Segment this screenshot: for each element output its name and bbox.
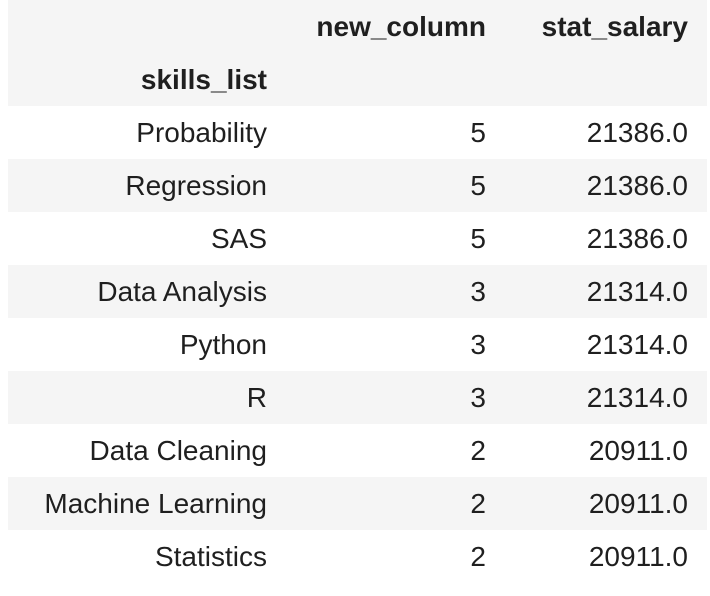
cell-new-column: 5	[470, 116, 486, 148]
cell-new-column: 2	[470, 487, 486, 519]
row-index-label: Regression	[125, 169, 267, 201]
row-index-label: Probability	[136, 116, 267, 148]
index-name-empty-cell	[505, 53, 707, 106]
column-header-new-column: new_column	[316, 10, 486, 42]
row-index-label: Machine Learning	[44, 487, 267, 519]
cell-stat-salary: 21386.0	[586, 222, 688, 254]
table-row: Data Analysis 3 21314.0	[8, 265, 707, 318]
cell-new-column: 5	[470, 222, 486, 254]
table-row: Regression 5 21386.0	[8, 159, 707, 212]
index-name-row: skills_list	[8, 53, 707, 106]
cell-stat-salary: 20911.0	[588, 487, 688, 519]
cell-stat-salary: 21314.0	[586, 328, 688, 360]
dataframe-table: new_column stat_salary skills_list Proba…	[8, 0, 707, 583]
table-row: Python 3 21314.0	[8, 318, 707, 371]
row-index-label: R	[246, 381, 267, 413]
table-body: Probability 5 21386.0 Regression 5 21386.0 SAS…	[8, 106, 707, 583]
table-header: new_column stat_salary skills_list	[8, 0, 707, 106]
cell-new-column: 2	[470, 434, 486, 466]
row-index-label: Statistics	[154, 540, 267, 572]
table-row: Machine Learning 2 20911.0	[8, 477, 707, 530]
cell-stat-salary: 21386.0	[586, 169, 688, 201]
table-row: Statistics 2 20911.0	[8, 530, 707, 583]
table-row: R 3 21314.0	[8, 371, 707, 424]
row-index-label: Data Analysis	[97, 275, 267, 307]
cell-new-column: 3	[470, 328, 486, 360]
table-row: Data Cleaning 2 20911.0	[8, 424, 707, 477]
row-index-label: SAS	[210, 222, 267, 254]
cell-new-column: 3	[470, 381, 486, 413]
cell-stat-salary: 20911.0	[588, 540, 688, 572]
header-corner-cell	[8, 0, 286, 53]
cell-new-column: 5	[470, 169, 486, 201]
row-index-label: Data Cleaning	[89, 434, 267, 466]
index-name-header: skills_list	[140, 63, 267, 95]
table-row: Probability 5 21386.0	[8, 106, 707, 159]
cell-new-column: 3	[470, 275, 486, 307]
cell-stat-salary: 21314.0	[586, 275, 688, 307]
cell-new-column: 2	[470, 540, 486, 572]
cell-stat-salary: 21386.0	[586, 116, 688, 148]
cell-stat-salary: 21314.0	[586, 381, 688, 413]
table-row: SAS 5 21386.0	[8, 212, 707, 265]
column-header-stat-salary: stat_salary	[541, 10, 688, 42]
column-header-row: new_column stat_salary	[8, 0, 707, 53]
cell-stat-salary: 20911.0	[588, 434, 688, 466]
row-index-label: Python	[179, 328, 267, 360]
index-name-empty-cell	[286, 53, 505, 106]
